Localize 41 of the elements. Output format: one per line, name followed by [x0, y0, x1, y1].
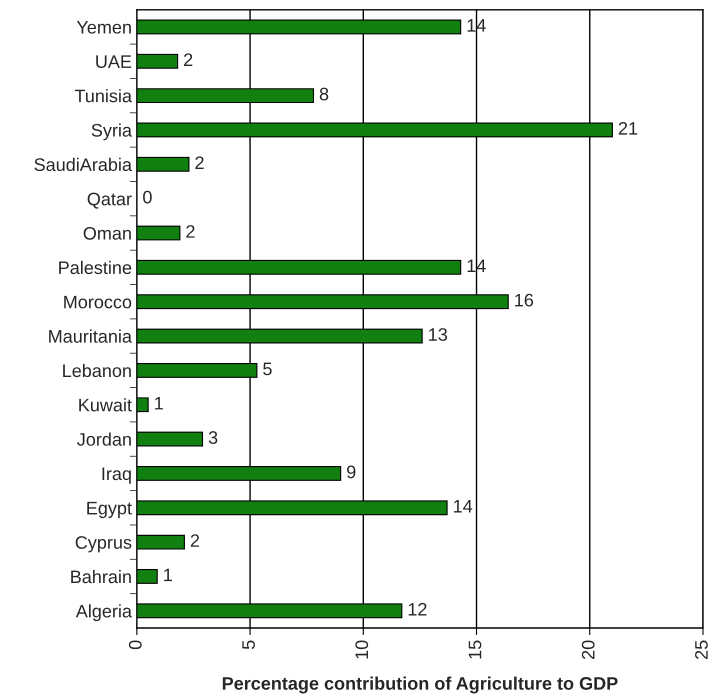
y-tick-label: Qatar [88, 192, 132, 209]
y-tick-label: Jordan [77, 432, 131, 446]
y-tick-label: Cyprus [76, 536, 132, 552]
x-tick-label: 0 [128, 640, 142, 650]
data-label: 9 [347, 466, 356, 478]
data-label: 16 [515, 294, 534, 307]
y-tick-label: Bahrain [71, 570, 131, 584]
data-label: 5 [263, 362, 272, 376]
data-label: 2 [195, 156, 204, 169]
y-tick-label: Morocco [64, 296, 132, 308]
data-label: 2 [190, 534, 200, 547]
y-tick-label: Egypt [87, 502, 132, 518]
y-tick-label: Tunisia [74, 89, 132, 102]
y-tick-label: Oman [84, 226, 131, 240]
y-tick-label: Mauritania [49, 330, 132, 343]
x-tick-label: 10 [355, 640, 368, 659]
x-tick-label: 5 [242, 640, 255, 650]
data-label: 2 [184, 53, 192, 66]
y-tick-label: Lebanon [63, 364, 131, 378]
data-label: 14 [454, 500, 472, 512]
x-tick-label: 25 [695, 640, 708, 659]
data-label: 1 [164, 568, 172, 582]
data-label: 8 [320, 88, 328, 100]
y-tick-label: SaudiArabia [34, 158, 132, 172]
y-tick-label: UAE [96, 55, 132, 68]
data-label: 13 [429, 328, 448, 341]
data-label: 2 [186, 225, 195, 238]
y-tick-label: Syria [92, 123, 132, 140]
y-tick-label: Palestine [59, 260, 132, 274]
data-label: 0 [143, 190, 152, 204]
x-tick-label: 15 [468, 640, 482, 659]
data-label: 1 [155, 396, 163, 410]
x-tick-label: 20 [582, 640, 595, 659]
data-label: 21 [618, 122, 638, 135]
data-label: 3 [208, 431, 218, 444]
y-tick-label: Yemen [76, 21, 131, 34]
data-label: 12 [408, 602, 427, 616]
y-tick-label: Kuwait [79, 398, 132, 412]
y-tick-label: Algeria [76, 604, 132, 622]
x-axis-title: Percentage contribution of Agriculture to GDP [222, 676, 618, 694]
y-tick-label: Iraq [102, 468, 131, 484]
